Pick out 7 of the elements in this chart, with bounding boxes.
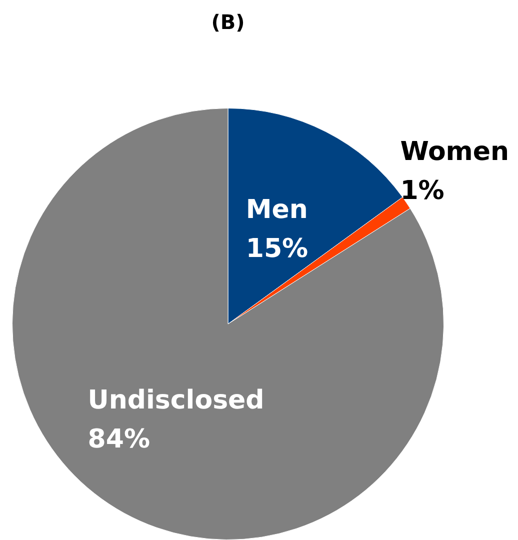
slice-label: Men bbox=[246, 194, 308, 225]
data-label: 84% bbox=[88, 424, 150, 455]
data-label: 1% bbox=[400, 176, 444, 206]
data-label: 15% bbox=[246, 234, 308, 264]
chart-title: (B) bbox=[211, 10, 245, 34]
slice-label: Women bbox=[400, 136, 510, 167]
slice-label: Undisclosed bbox=[88, 386, 264, 416]
